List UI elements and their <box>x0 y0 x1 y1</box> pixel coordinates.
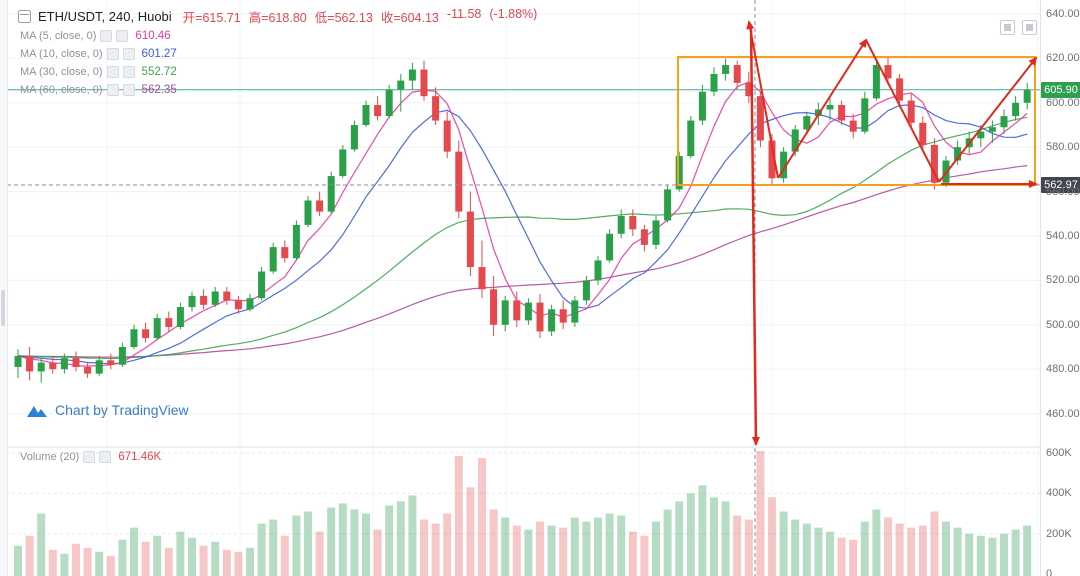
price-tick-label: 500.00 <box>1046 318 1080 331</box>
indicator-legend-row[interactable]: MA (10, close, 0) 601.27 <box>20 45 177 63</box>
pane-controls <box>1000 20 1037 35</box>
indicator-close-icon[interactable] <box>116 30 129 42</box>
volume-settings-icon[interactable] <box>83 451 96 463</box>
ohlc-change: -11.58 <box>446 7 482 21</box>
volume-legend[interactable]: Volume (20) 671.46K <box>20 451 161 463</box>
tradingview-logo-icon <box>27 405 47 417</box>
crosshair-price-badge: 562.97 <box>1041 177 1080 193</box>
indicator-label: MA (10, close, 0) <box>20 48 103 60</box>
indicator-close-icon[interactable] <box>122 84 135 96</box>
ohlc-open: 开=615.71 <box>182 11 241 25</box>
indicator-legend: MA (5, close, 0) 610.46 MA (10, close, 0) 6… <box>20 27 177 99</box>
indicator-value: 601.27 <box>141 48 177 60</box>
price-axis[interactable]: 605.90 562.97 640.00 620.00 600.00 580.00 56… <box>1040 0 1080 576</box>
indicator-settings-icon[interactable] <box>106 84 119 96</box>
price-tick-label: 640.00 <box>1046 8 1080 20</box>
toolbar-handle[interactable] <box>1 290 5 326</box>
volume-tick-label: 400K <box>1046 487 1072 500</box>
ohlc-readout: 开=615.71 高=618.80 低=562.13 收=604.13 -11.… <box>183 7 538 26</box>
layout-grid-icon[interactable] <box>18 10 31 23</box>
volume-value: 671.46K <box>118 451 162 463</box>
price-tick-label: 520.00 <box>1046 274 1080 287</box>
indicator-settings-icon[interactable] <box>100 30 113 42</box>
indicator-legend-row[interactable]: MA (5, close, 0) 610.46 <box>20 27 177 45</box>
pane-maximize-icon[interactable] <box>1000 20 1015 35</box>
price-tick-label: 560.00 <box>1046 185 1080 198</box>
price-tick-label: 540.00 <box>1046 230 1080 242</box>
price-tick-label: 580.00 <box>1046 141 1080 154</box>
watermark-text: Chart by TradingView <box>55 402 189 418</box>
volume-close-icon[interactable] <box>99 451 112 463</box>
indicator-close-icon[interactable] <box>122 48 135 60</box>
indicator-settings-icon[interactable] <box>106 66 119 78</box>
indicator-settings-icon[interactable] <box>106 48 119 60</box>
indicator-value: 562.35 <box>141 84 177 96</box>
volume-tick-label: 0 <box>1046 568 1053 576</box>
indicator-label: MA (60, close, 0) <box>20 84 103 96</box>
price-tick-label: 480.00 <box>1046 363 1080 376</box>
indicator-legend-row[interactable]: MA (60, close, 0) 562.35 <box>20 81 177 99</box>
price-tick-label: 460.00 <box>1046 407 1080 420</box>
price-tick-label: 600.00 <box>1046 96 1080 109</box>
indicator-label: MA (5, close, 0) <box>20 30 97 42</box>
price-tick-label: 620.00 <box>1046 52 1080 65</box>
symbol-title[interactable]: ETH/USDT, 240, Huobi <box>38 9 172 24</box>
ohlc-change-pct: (-1.88%) <box>489 7 538 21</box>
tradingview-watermark[interactable]: Chart by TradingView <box>26 402 189 418</box>
ohlc-low: 低=562.13 <box>314 11 373 25</box>
volume-tick-label: 200K <box>1046 527 1072 540</box>
indicator-value: 552.72 <box>141 66 177 78</box>
drawing-toolbar-collapsed[interactable] <box>0 0 8 576</box>
ohlc-high: 高=618.80 <box>248 11 307 25</box>
volume-legend-label: Volume (20) <box>20 451 80 463</box>
volume-tick-label: 600K <box>1046 446 1072 459</box>
pane-detach-icon[interactable] <box>1022 20 1037 35</box>
last-price-badge: 605.90 <box>1041 81 1080 98</box>
ohlc-close: 收=604.13 <box>380 11 439 25</box>
chart-legend-header: ETH/USDT, 240, Huobi 开=615.71 高=618.80 低… <box>18 7 537 26</box>
indicator-value: 610.46 <box>135 30 171 42</box>
indicator-legend-row[interactable]: MA (30, close, 0) 552.72 <box>20 63 177 81</box>
indicator-close-icon[interactable] <box>122 66 135 78</box>
indicator-label: MA (30, close, 0) <box>20 66 103 78</box>
